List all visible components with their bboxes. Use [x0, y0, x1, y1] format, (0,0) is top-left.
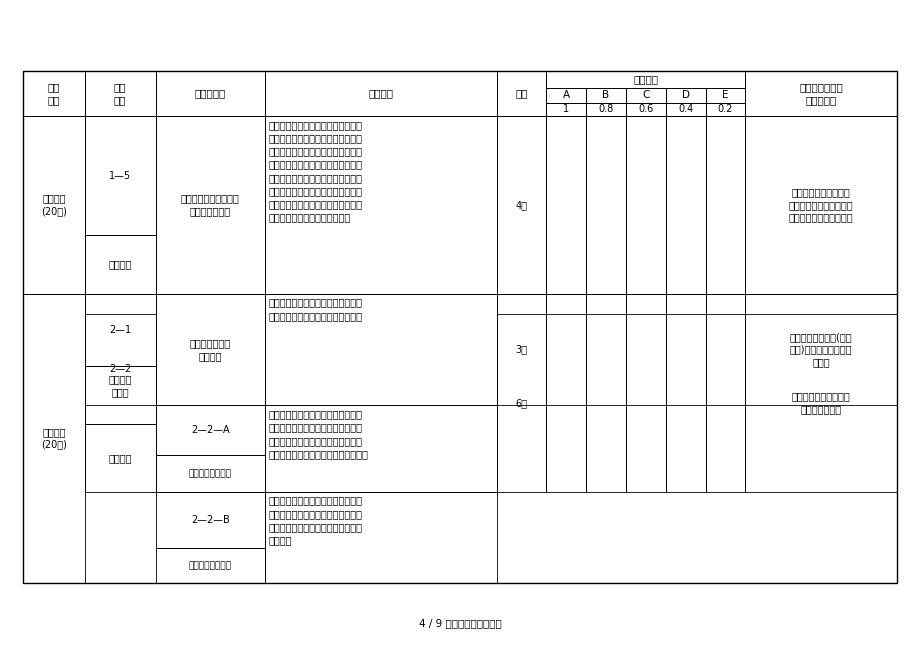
Bar — [23, 71, 85, 116]
Bar — [665, 294, 705, 406]
Bar — [155, 548, 265, 583]
Text: 6分: 6分 — [515, 398, 527, 408]
Bar — [155, 294, 265, 406]
Bar — [546, 116, 585, 294]
Text: D: D — [681, 90, 689, 100]
Bar — [546, 71, 744, 88]
Bar — [705, 116, 744, 294]
Bar — [85, 424, 155, 492]
Text: 专业课程指导方案(教学
计划)；专业的有关课程
标准。: 专业课程指导方案(教学 计划)；专业的有关课程 标准。 — [789, 332, 852, 367]
Bar — [625, 103, 665, 116]
Bar — [265, 116, 496, 294]
Text: 0.2: 0.2 — [717, 105, 732, 115]
Text: 教学内容符合学科要求，知识结构合
理，注意学科交叉；及时把学科最新
发展成果和教改教研成果引入教学；
课程内容经典与现代的关系处理得当。: 教学内容符合学科要求，知识结构合 理，注意学科交叉；及时把学科最新 发展成果和教… — [268, 409, 369, 459]
Bar — [625, 314, 665, 492]
Text: B: B — [602, 90, 609, 100]
Bar — [23, 116, 85, 294]
Bar — [496, 116, 546, 294]
Text: 评估标准: 评估标准 — [368, 89, 393, 98]
Text: 2—1: 2—1 — [109, 325, 131, 335]
Text: 1—5: 1—5 — [109, 171, 131, 180]
Text: 有根据教改要求修订的先进适用的教
学计划及课程标准，并有记录存档。: 有根据教改要求修订的先进适用的教 学计划及课程标准，并有记录存档。 — [268, 298, 362, 321]
Text: 二级
指标: 二级 指标 — [114, 82, 126, 105]
Text: 1: 1 — [562, 105, 569, 115]
Text: 4 / 9 文档可自由编辑打印: 4 / 9 文档可自由编辑打印 — [418, 618, 501, 628]
Bar — [665, 103, 705, 116]
Bar — [744, 294, 896, 406]
Bar — [265, 294, 496, 406]
Bar — [705, 103, 744, 116]
Bar — [585, 103, 625, 116]
Bar — [546, 294, 585, 406]
Text: 对课程的态度、理解、
创新、授课质量: 对课程的态度、理解、 创新、授课质量 — [181, 193, 239, 216]
Bar — [155, 116, 265, 294]
Bar — [705, 294, 744, 406]
Text: 0.4: 0.4 — [677, 105, 693, 115]
Text: 教师队伍
(20分): 教师队伍 (20分) — [40, 193, 67, 216]
Bar — [546, 103, 585, 116]
Bar — [585, 116, 625, 294]
Text: 理论课程内容设计: 理论课程内容设计 — [188, 469, 232, 478]
Text: 评价等级: 评价等级 — [632, 74, 658, 85]
Text: 研究性学习老师的工作
职责；学生课题研究开题
报告、实物及结题论文。: 研究性学习老师的工作 职责；学生课题研究开题 报告、实物及结题论文。 — [788, 187, 853, 222]
Bar — [265, 71, 496, 116]
Text: 课程教学计划、
课程标准: 课程教学计划、 课程标准 — [189, 339, 231, 361]
Text: A: A — [562, 90, 569, 100]
Bar — [155, 456, 265, 492]
Text: 需要提供的实物
及佐证材料: 需要提供的实物 及佐证材料 — [799, 82, 842, 105]
Bar — [744, 116, 896, 294]
Bar — [23, 71, 896, 583]
Bar — [585, 88, 625, 103]
Text: 课程内容的技术性、综合性和探索性
的关系处理得当，有效地培养学生的
创新思维和独立分析问题、解决问题
的能力。: 课程内容的技术性、综合性和探索性 的关系处理得当，有效地培养学生的 创新思维和独… — [268, 495, 362, 546]
Bar — [665, 88, 705, 103]
Bar — [546, 314, 585, 492]
Text: 0.8: 0.8 — [597, 105, 613, 115]
Text: 教师的教案、备课本、
总结及教改成果: 教师的教案、备课本、 总结及教改成果 — [791, 392, 849, 414]
Bar — [85, 235, 155, 294]
Bar — [155, 406, 265, 456]
Text: 一级
指标: 一级 指标 — [48, 82, 60, 105]
Bar — [625, 294, 665, 406]
Bar — [23, 294, 85, 583]
Text: 教学质量: 教学质量 — [108, 259, 131, 270]
Bar — [744, 71, 896, 116]
Text: 3分: 3分 — [515, 344, 527, 355]
Bar — [85, 294, 155, 367]
Text: 2—2—B: 2—2—B — [190, 515, 230, 525]
Bar — [496, 71, 546, 116]
Bar — [155, 492, 265, 548]
Bar — [265, 406, 496, 492]
Text: 课程内容: 课程内容 — [108, 453, 131, 463]
Bar — [705, 314, 744, 492]
Bar — [496, 314, 546, 492]
Text: 积极探索课程实施模式改革，选择切
实可行的实施途径和形式多样的教学
策略，形成以行动导向为主的教学模
式，有效调动起学生学习自主性和积
极性；推进项目教学法、实: 积极探索课程实施模式改革，选择切 实可行的实施途径和形式多样的教学 策略，形成以… — [268, 120, 362, 223]
Text: 4分: 4分 — [515, 200, 527, 210]
Bar — [85, 367, 155, 406]
Bar — [744, 314, 896, 492]
Bar — [625, 88, 665, 103]
Text: 分值: 分值 — [515, 89, 528, 98]
Bar — [85, 314, 155, 424]
Text: 2—2—A: 2—2—A — [191, 425, 229, 436]
Bar — [585, 294, 625, 406]
Text: E: E — [721, 90, 728, 100]
Bar — [705, 88, 744, 103]
Text: 实训课程内容设计: 实训课程内容设计 — [188, 561, 232, 570]
Bar — [546, 88, 585, 103]
Text: 电子课程
(20分): 电子课程 (20分) — [40, 427, 67, 450]
Bar — [496, 294, 546, 406]
Bar — [265, 492, 496, 583]
Bar — [665, 116, 705, 294]
Bar — [85, 71, 155, 116]
Text: 0.6: 0.6 — [638, 105, 652, 115]
Bar — [665, 314, 705, 492]
Text: 主要观测点: 主要观测点 — [195, 89, 225, 98]
Bar — [155, 71, 265, 116]
Text: C: C — [641, 90, 649, 100]
Bar — [585, 314, 625, 492]
Text: 2—2: 2—2 — [109, 364, 131, 374]
Text: 课程计划
及标准: 课程计划 及标准 — [108, 374, 131, 397]
Bar — [85, 116, 155, 235]
Bar — [625, 116, 665, 294]
